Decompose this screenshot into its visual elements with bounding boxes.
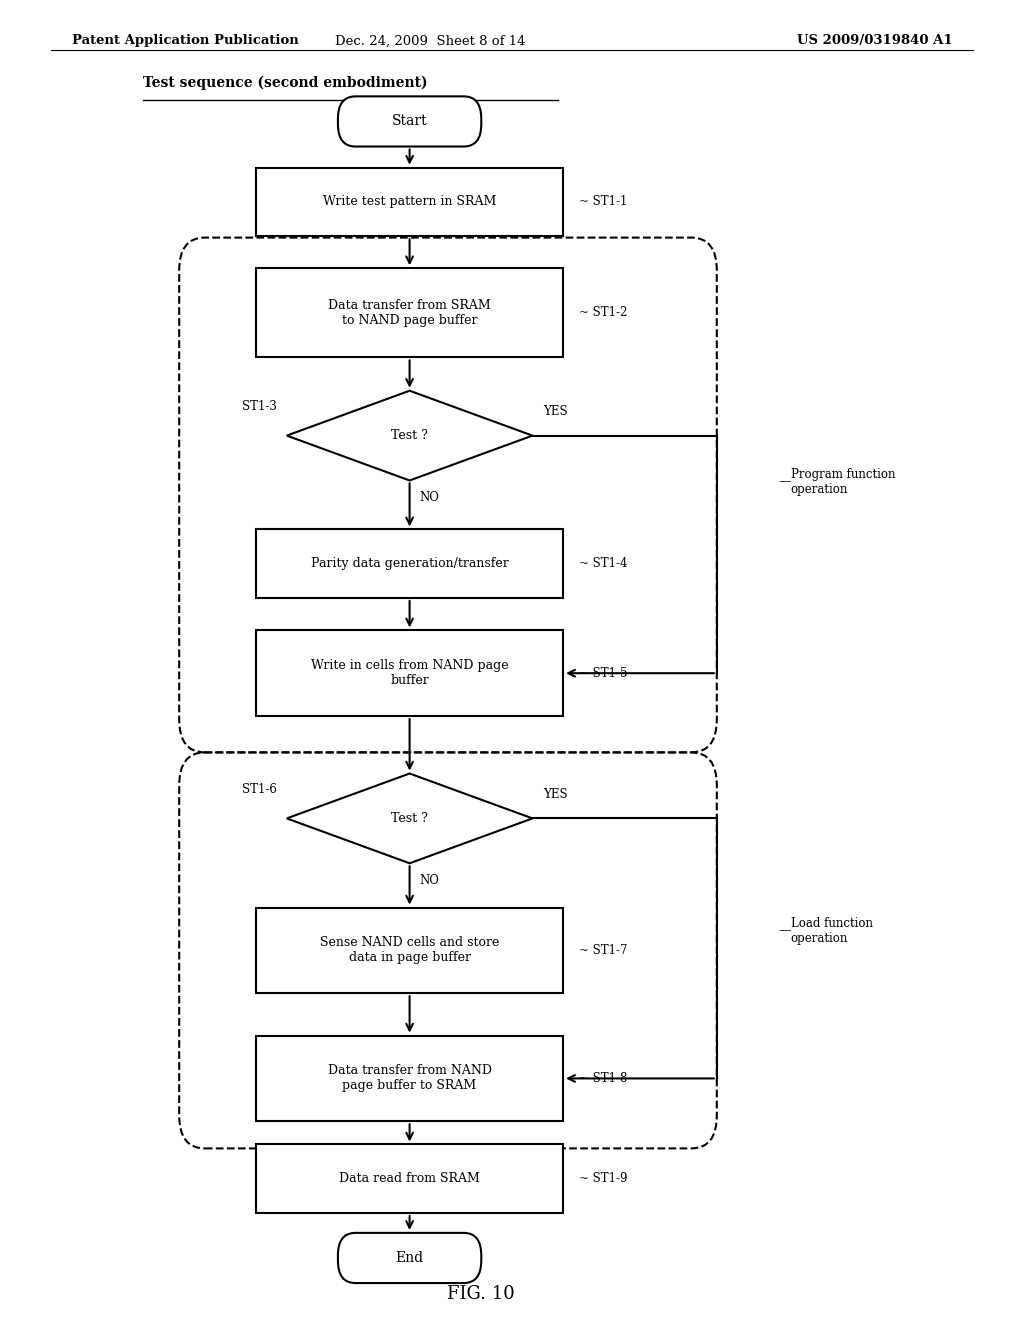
Polygon shape (287, 391, 532, 480)
FancyBboxPatch shape (256, 529, 563, 598)
FancyBboxPatch shape (256, 268, 563, 358)
Text: Test ?: Test ? (391, 812, 428, 825)
Text: Parity data generation/transfer: Parity data generation/transfer (310, 557, 509, 570)
Text: Test ?: Test ? (391, 429, 428, 442)
Text: US 2009/0319840 A1: US 2009/0319840 A1 (797, 34, 952, 48)
FancyBboxPatch shape (338, 96, 481, 147)
Text: Write in cells from NAND page
buffer: Write in cells from NAND page buffer (311, 659, 508, 688)
Text: Sense NAND cells and store
data in page buffer: Sense NAND cells and store data in page … (319, 936, 500, 965)
Text: YES: YES (543, 788, 567, 801)
Text: Patent Application Publication: Patent Application Publication (72, 34, 298, 48)
Text: Data transfer from SRAM
to NAND page buffer: Data transfer from SRAM to NAND page buf… (329, 298, 490, 327)
Text: Data read from SRAM: Data read from SRAM (339, 1172, 480, 1185)
Text: Dec. 24, 2009  Sheet 8 of 14: Dec. 24, 2009 Sheet 8 of 14 (335, 34, 525, 48)
FancyBboxPatch shape (256, 168, 563, 236)
Text: Start: Start (392, 115, 427, 128)
FancyBboxPatch shape (256, 1144, 563, 1213)
FancyBboxPatch shape (256, 631, 563, 715)
Text: End: End (395, 1251, 424, 1265)
Text: ~ ST1-9: ~ ST1-9 (579, 1172, 627, 1185)
Text: NO: NO (420, 874, 439, 887)
Text: Load function
operation: Load function operation (791, 916, 872, 945)
Text: —: — (778, 475, 791, 488)
Text: ST1-6: ST1-6 (242, 783, 276, 796)
Text: NO: NO (420, 491, 439, 504)
Text: ST1-3: ST1-3 (242, 400, 276, 413)
Text: ~ ST1-1: ~ ST1-1 (579, 195, 627, 209)
Text: Write test pattern in SRAM: Write test pattern in SRAM (323, 195, 497, 209)
Text: Data transfer from NAND
page buffer to SRAM: Data transfer from NAND page buffer to S… (328, 1064, 492, 1093)
FancyBboxPatch shape (256, 908, 563, 993)
Text: ~ ST1-8: ~ ST1-8 (579, 1072, 627, 1085)
Text: Program function
operation: Program function operation (791, 467, 895, 496)
Text: ~ ST1-5: ~ ST1-5 (579, 667, 627, 680)
Text: ~ ST1-2: ~ ST1-2 (579, 306, 627, 319)
Text: ~ ST1-4: ~ ST1-4 (579, 557, 627, 570)
Text: Test sequence (second embodiment): Test sequence (second embodiment) (143, 75, 428, 90)
Text: ~ ST1-7: ~ ST1-7 (579, 944, 627, 957)
FancyBboxPatch shape (256, 1035, 563, 1122)
Polygon shape (287, 774, 532, 863)
FancyBboxPatch shape (338, 1233, 481, 1283)
Text: YES: YES (543, 405, 567, 418)
Text: —: — (778, 924, 791, 937)
Text: FIG. 10: FIG. 10 (447, 1284, 515, 1303)
